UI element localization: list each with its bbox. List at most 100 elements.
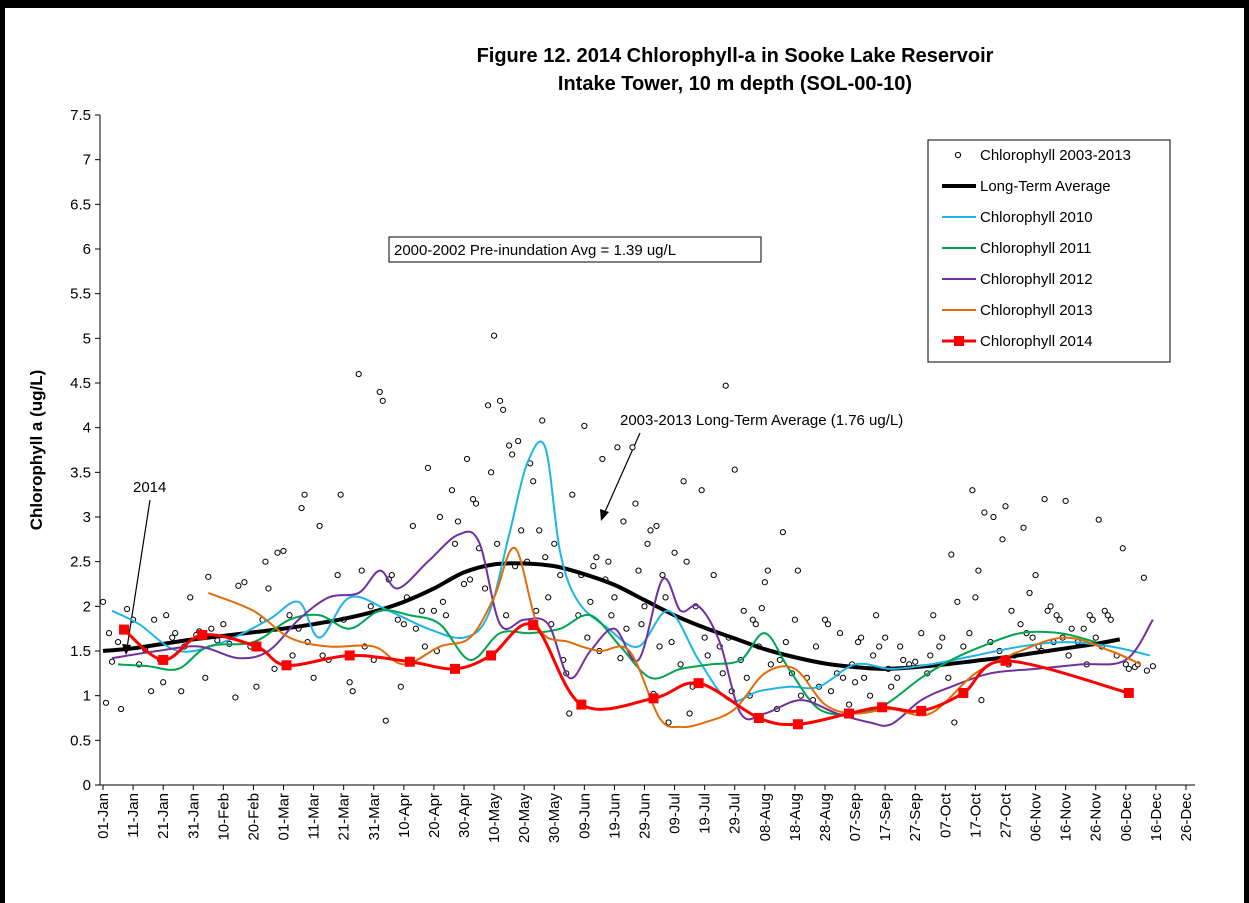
data-point (539, 417, 546, 424)
data-point (388, 571, 395, 579)
data-point (1017, 621, 1024, 628)
data-marker (844, 708, 855, 719)
y-tick-label: 4.5 (70, 375, 91, 392)
data-point (241, 579, 248, 586)
data-point (671, 549, 678, 556)
data-point (500, 406, 507, 413)
x-tick-label: 16-Dec (1148, 793, 1165, 842)
data-point (821, 616, 829, 623)
data-marker (251, 641, 262, 652)
data-point (722, 382, 729, 389)
data-point (1044, 607, 1051, 614)
data-point (1062, 497, 1069, 505)
data-point (659, 571, 666, 579)
data-point (271, 665, 278, 672)
data-point (442, 612, 450, 619)
data-point (647, 527, 654, 534)
data-point (310, 674, 317, 681)
data-marker (1000, 655, 1011, 666)
data-point (1107, 616, 1114, 623)
data-point (990, 513, 997, 521)
data-point (114, 638, 122, 646)
data-point (1032, 571, 1039, 579)
data-point (421, 643, 428, 650)
x-tick-label: 16-Nov (1058, 793, 1075, 842)
y-axis-label: Chlorophyll a (ug/L) (27, 370, 46, 531)
data-point (187, 594, 194, 601)
data-point (253, 683, 260, 690)
y-tick-label: 6.5 (70, 196, 91, 213)
data-point (945, 674, 952, 681)
data-point (939, 634, 946, 641)
data-point (614, 444, 621, 451)
data-point (232, 694, 239, 701)
series-line (117, 609, 1096, 716)
data-point (611, 594, 618, 601)
data-point (584, 634, 591, 641)
data-point (656, 643, 663, 650)
data-point (867, 692, 874, 699)
series-line (111, 440, 1151, 703)
data-marker (344, 650, 355, 661)
data-point (608, 612, 615, 619)
data-point (235, 582, 242, 589)
data-point (487, 469, 495, 476)
frame-right (1244, 0, 1249, 903)
data-point (102, 699, 110, 706)
annotation-arrowhead (600, 509, 609, 521)
data-point (172, 630, 179, 637)
data-point (927, 652, 934, 659)
data-point (764, 567, 771, 574)
x-tick-label: 28-Aug (817, 793, 834, 841)
data-point (409, 522, 416, 530)
x-tick-label: 27-Sep (907, 793, 924, 841)
data-point (463, 455, 471, 463)
data-point (367, 603, 374, 610)
data-point (876, 643, 883, 650)
data-marker (197, 629, 208, 640)
annotation: 2003-2013 Long-Term Average (1.76 ug/L) (620, 412, 903, 429)
data-point (812, 643, 820, 650)
data-point (545, 594, 552, 601)
data-point (587, 598, 594, 605)
data-marker (576, 699, 587, 710)
data-point (394, 616, 401, 623)
x-tick-label: 10-Apr (396, 793, 413, 838)
data-point (316, 522, 323, 530)
x-tick-label: 19-Jun (606, 793, 623, 839)
y-tick-label: 7.5 (70, 107, 91, 124)
data-point (382, 717, 389, 724)
data-point (698, 487, 705, 494)
data-point (349, 688, 356, 695)
legend-box (927, 139, 1171, 363)
data-point (542, 554, 549, 561)
data-point (515, 437, 522, 445)
data-point (857, 634, 865, 641)
data-point (870, 652, 877, 659)
data-point (752, 621, 759, 628)
legend-label: Chlorophyll 2011 (980, 240, 1091, 257)
x-tick-label: 07-Oct (937, 792, 954, 838)
data-point (1092, 634, 1099, 641)
y-tick-label: 5.5 (70, 286, 91, 303)
data-point (948, 551, 955, 558)
x-tick-label: 10-May (486, 793, 503, 844)
x-tick-label: 20-Apr (426, 793, 443, 838)
x-tick-label: 09-Jun (576, 793, 593, 839)
x-tick-label: 21-Jan (155, 793, 172, 839)
data-point (460, 580, 468, 588)
legend-label: Chlorophyll 2010 (980, 209, 1093, 226)
data-point (163, 612, 170, 619)
data-point (334, 571, 341, 579)
data-point (205, 573, 212, 580)
data-point (936, 643, 943, 650)
y-tick-label: 2 (83, 598, 91, 615)
data-point (1149, 663, 1156, 670)
data-point (1080, 625, 1087, 632)
data-point (280, 547, 287, 555)
data-point (860, 674, 868, 681)
data-point (590, 563, 597, 570)
data-point (418, 607, 425, 614)
data-point (518, 527, 525, 534)
